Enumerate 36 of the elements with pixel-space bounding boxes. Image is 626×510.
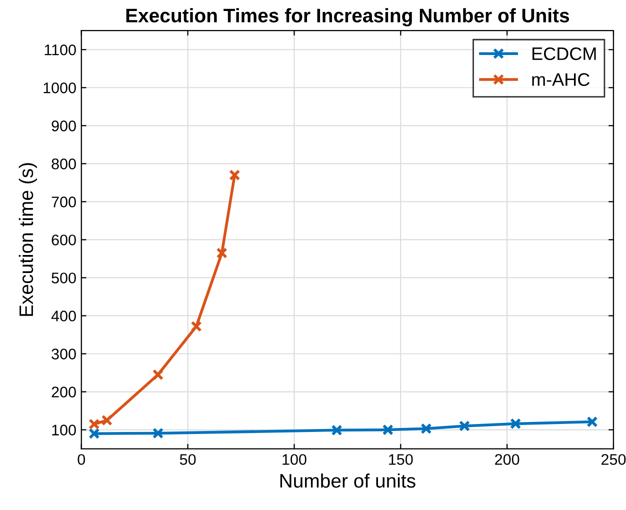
y-tick-label: 1100 [44,44,76,56]
point [458,420,470,432]
x-tick-label: 150 [389,454,413,465]
point [382,424,394,436]
y-tick-label: 800 [52,158,76,170]
y-tick-label: 100 [52,424,76,436]
y-tick-label: 400 [51,310,76,322]
y-tick-label: 1000 [44,82,76,94]
point [331,424,342,436]
x-tick-label: 50 [180,454,196,465]
point [88,418,100,430]
legend-label: m-AHC [532,73,590,86]
y-tick-label: 500 [52,272,76,284]
point [88,428,100,440]
y-tick-label: 300 [52,348,76,360]
x-tick-label: 0 [78,454,86,465]
y-tick-label: 900 [52,120,76,132]
legend-label: ECDCM [532,47,596,60]
x-tick-label: 100 [282,454,306,465]
point [586,416,598,428]
chart-title: Execution Times for Increasing Number of Units [126,8,570,26]
y-tick-label: 700 [52,196,76,208]
point [229,170,240,181]
point [152,369,164,380]
y-tick-label: 600 [52,234,76,246]
point [510,418,522,430]
x-tick-label: 250 [602,454,626,465]
y-tick-label: 200 [52,386,76,398]
point [101,414,112,426]
point [152,428,164,439]
x-tick-label: 200 [495,454,520,465]
point [420,423,432,434]
y-axis-title: Execution time (s) [18,163,37,316]
x-axis-title: Number of units [280,473,416,488]
point [190,320,202,332]
point [216,247,228,259]
